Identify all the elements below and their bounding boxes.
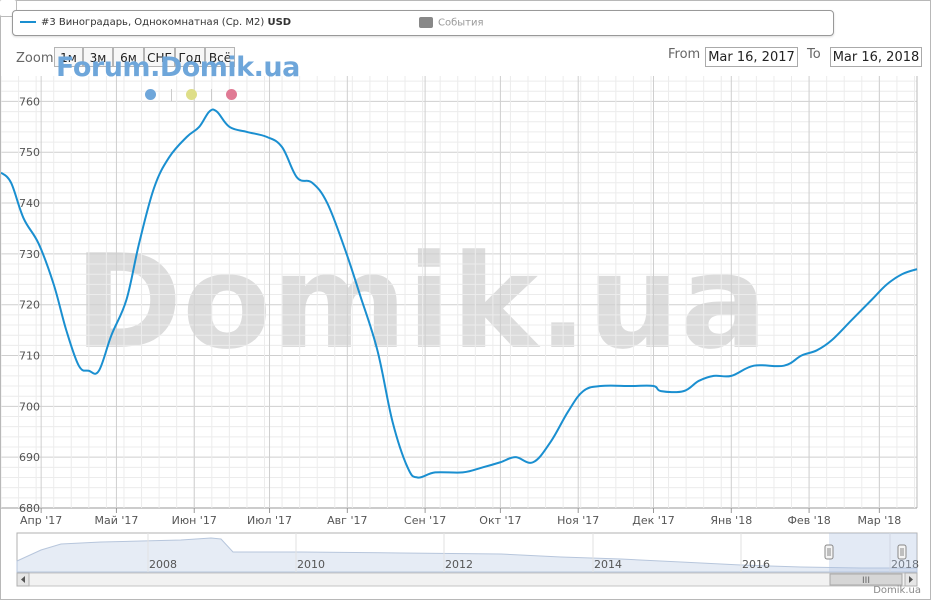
zoom-button-all[interactable]: Всё — [205, 47, 235, 67]
x-tick-label: Апр '17 — [20, 514, 62, 527]
navigator-handle — [897, 544, 907, 560]
series-line — [1, 108, 918, 479]
navigator-label: 2018 — [891, 558, 919, 571]
x-tick-label: Июл '17 — [247, 514, 292, 527]
x-tick-label: Июн '17 — [172, 514, 217, 527]
y-tick-label: 730 — [19, 248, 40, 261]
navigator-label: 2012 — [445, 558, 473, 571]
events-square-icon — [419, 17, 433, 28]
x-tick-label: Фев '18 — [787, 514, 830, 527]
navigator-label: 2010 — [297, 558, 325, 571]
dot-red — [226, 89, 237, 100]
x-tick-label: Сен '17 — [404, 514, 446, 527]
y-tick-label: 710 — [19, 350, 40, 363]
scrollbar-track — [16, 572, 918, 587]
zoom-button-1m[interactable]: 1м — [54, 47, 83, 67]
zoom-button-year[interactable]: Год — [175, 47, 205, 67]
scrollbar-grip: III — [862, 576, 870, 586]
dot-blue — [145, 89, 156, 100]
credit-link[interactable]: Domik.ua — [873, 585, 921, 596]
legend-series-unit: USD — [267, 17, 292, 28]
y-tick-label: 740 — [19, 197, 40, 210]
navigator-label: 2014 — [594, 558, 622, 571]
watermark-center: Domik.ua — [74, 226, 767, 378]
zoom-label: Zoom — [16, 51, 54, 66]
range-to-input[interactable]: Mar 16, 2018 — [830, 47, 922, 67]
legend-item-series[interactable]: #3 Виноградарь, Однокомнатная (Ср. M2) U… — [20, 17, 291, 28]
zoom-button-3m[interactable]: 3м — [83, 47, 113, 67]
y-tick-label: 750 — [19, 146, 40, 159]
y-tick-label: 760 — [19, 95, 40, 108]
dot-separator — [211, 89, 212, 101]
x-tick-label: Май '17 — [94, 514, 138, 527]
y-tick-label: 680 — [19, 502, 40, 515]
navigator-selection — [829, 533, 917, 572]
x-tick-label: Дек '17 — [632, 514, 675, 527]
dot-yellow — [186, 89, 197, 100]
arrow-left-icon — [21, 576, 25, 583]
arrow-right-icon — [909, 576, 913, 583]
series-line-icon — [20, 21, 36, 23]
range-from-input[interactable]: Mar 16, 2017 — [705, 47, 798, 67]
scrollbar-thumb — [829, 573, 903, 586]
legend-item-events[interactable]: События — [419, 17, 484, 29]
x-tick-label: Авг '17 — [327, 514, 367, 527]
legend: #3 Виноградарь, Однокомнатная (Ср. M2) U… — [12, 10, 834, 36]
navigator-area — [16, 537, 918, 573]
navigator-handle — [824, 544, 834, 560]
x-tick-label: Янв '18 — [710, 514, 752, 527]
x-tick-label: Окт '17 — [479, 514, 521, 527]
y-tick-label: 690 — [19, 451, 40, 464]
navigator-label: 2008 — [149, 558, 177, 571]
dot-separator — [171, 89, 172, 101]
watermark-forum: Forum.Domik.ua — [56, 52, 300, 83]
zoom-button-6m[interactable]: 6м — [113, 47, 144, 67]
y-tick-label: 720 — [19, 299, 40, 312]
zoom-button-ytd[interactable]: СНГ — [144, 47, 175, 67]
x-tick-label: Мар '18 — [857, 514, 901, 527]
y-tick-label: 700 — [19, 400, 40, 413]
range-to-label: To — [807, 47, 821, 62]
legend-events-label: События — [438, 17, 484, 29]
legend-series-label: #3 Виноградарь, Однокомнатная (Ср. M2) — [41, 17, 265, 28]
x-tick-label: Ноя '17 — [557, 514, 599, 527]
range-from-label: From — [668, 47, 701, 62]
scrollbar-left-button — [16, 572, 30, 587]
navigator-label: 2016 — [742, 558, 770, 571]
navigator-frame — [16, 532, 918, 573]
